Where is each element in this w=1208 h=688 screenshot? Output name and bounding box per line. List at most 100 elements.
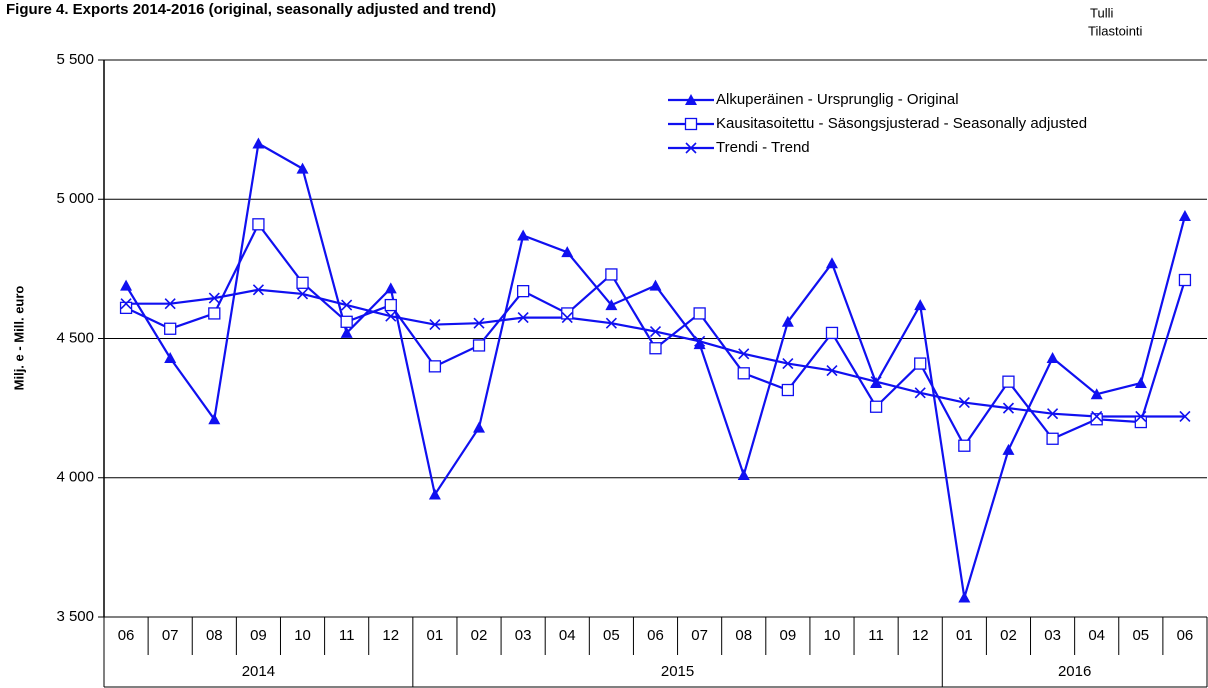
point [958, 396, 970, 409]
point [1134, 377, 1147, 389]
point [870, 376, 882, 388]
y-axis-label: Milj. e - Mill. euro [11, 286, 26, 391]
x-tick-label: 06 [647, 627, 664, 644]
x-tick-label: 04 [1088, 627, 1105, 644]
point [1179, 410, 1191, 423]
x-group-label: 2014 [242, 663, 275, 680]
point [164, 322, 177, 335]
source: Tulli [1090, 5, 1113, 20]
point [1134, 415, 1147, 429]
x-tick-label: 05 [603, 627, 620, 644]
x-tick-label: 03 [515, 627, 532, 644]
point [958, 439, 971, 452]
x-tick-label: 08 [206, 627, 223, 644]
y-tick-label: 4 000 [56, 469, 94, 486]
point [429, 319, 441, 331]
point [825, 257, 838, 269]
point [296, 276, 309, 289]
point [684, 117, 698, 131]
x-tick-label: 11 [868, 627, 884, 644]
chart-title: Figure 4. Exports 2014-2016 (original, s… [6, 1, 496, 18]
point [473, 421, 486, 433]
point [252, 218, 265, 231]
point [1090, 388, 1103, 400]
point [605, 317, 617, 329]
x-tick-label: 04 [559, 627, 576, 644]
y-tick-label: 4 500 [56, 329, 94, 346]
point [472, 339, 486, 352]
point [473, 317, 485, 329]
legend-label: Trendi - Trend [716, 139, 810, 156]
x-tick-label: 06 [1177, 627, 1194, 644]
point [517, 229, 530, 241]
point [693, 338, 706, 350]
point [1135, 410, 1147, 423]
y-tick-label: 5 000 [56, 190, 94, 207]
legend-label: Kausitasoitettu - Säsongsjusterad - Seas… [716, 115, 1087, 132]
x-tick-label: 07 [162, 627, 179, 644]
point [340, 315, 353, 328]
point [120, 279, 133, 291]
point [252, 137, 265, 149]
point [340, 326, 353, 338]
point [1002, 375, 1015, 388]
point [164, 351, 177, 363]
point [1046, 432, 1059, 445]
point [252, 284, 264, 296]
series-line [125, 141, 1187, 598]
point [781, 383, 795, 397]
x-tick-label: 02 [471, 627, 488, 644]
x-tick-label: 07 [691, 627, 708, 644]
point [561, 307, 574, 320]
point [1090, 413, 1103, 426]
point [296, 288, 309, 300]
point [649, 325, 662, 338]
x-tick-label: 10 [824, 627, 841, 644]
point [384, 282, 397, 294]
point [164, 298, 176, 310]
point [914, 357, 927, 370]
point [685, 94, 697, 105]
point [605, 299, 618, 311]
point [737, 367, 750, 380]
point [428, 488, 441, 500]
x-tick-label: 09 [780, 627, 797, 644]
point [561, 312, 573, 324]
x-group-label: 2015 [661, 663, 694, 680]
point [649, 342, 662, 355]
point [1002, 443, 1015, 455]
y-tick-label: 3 500 [56, 608, 94, 625]
point [341, 299, 353, 311]
source: Tilastointi [1088, 23, 1143, 38]
point [737, 468, 750, 480]
point [208, 292, 220, 304]
point [1091, 410, 1103, 423]
point [914, 387, 926, 399]
x-tick-label: 08 [735, 627, 752, 644]
point [208, 307, 221, 320]
point [1047, 408, 1059, 420]
x-tick-label: 06 [118, 627, 135, 644]
point [694, 335, 706, 347]
point [693, 307, 706, 320]
point [958, 591, 971, 603]
legend-label: Alkuperäinen - Ursprunglig - Original [716, 91, 959, 108]
point [826, 364, 838, 377]
x-tick-label: 10 [294, 627, 311, 644]
x-tick-label: 09 [250, 627, 267, 644]
point [605, 268, 618, 281]
point [782, 357, 794, 370]
point [825, 326, 839, 340]
x-tick-label: 11 [339, 627, 355, 644]
x-tick-label: 01 [427, 627, 444, 644]
point [649, 279, 662, 291]
point [296, 162, 309, 174]
point [385, 310, 397, 322]
x-tick-label: 01 [956, 627, 973, 644]
point [738, 348, 750, 360]
point [517, 312, 529, 324]
x-tick-label: 12 [382, 627, 399, 644]
point [120, 298, 132, 310]
x-tick-label: 12 [912, 627, 929, 644]
